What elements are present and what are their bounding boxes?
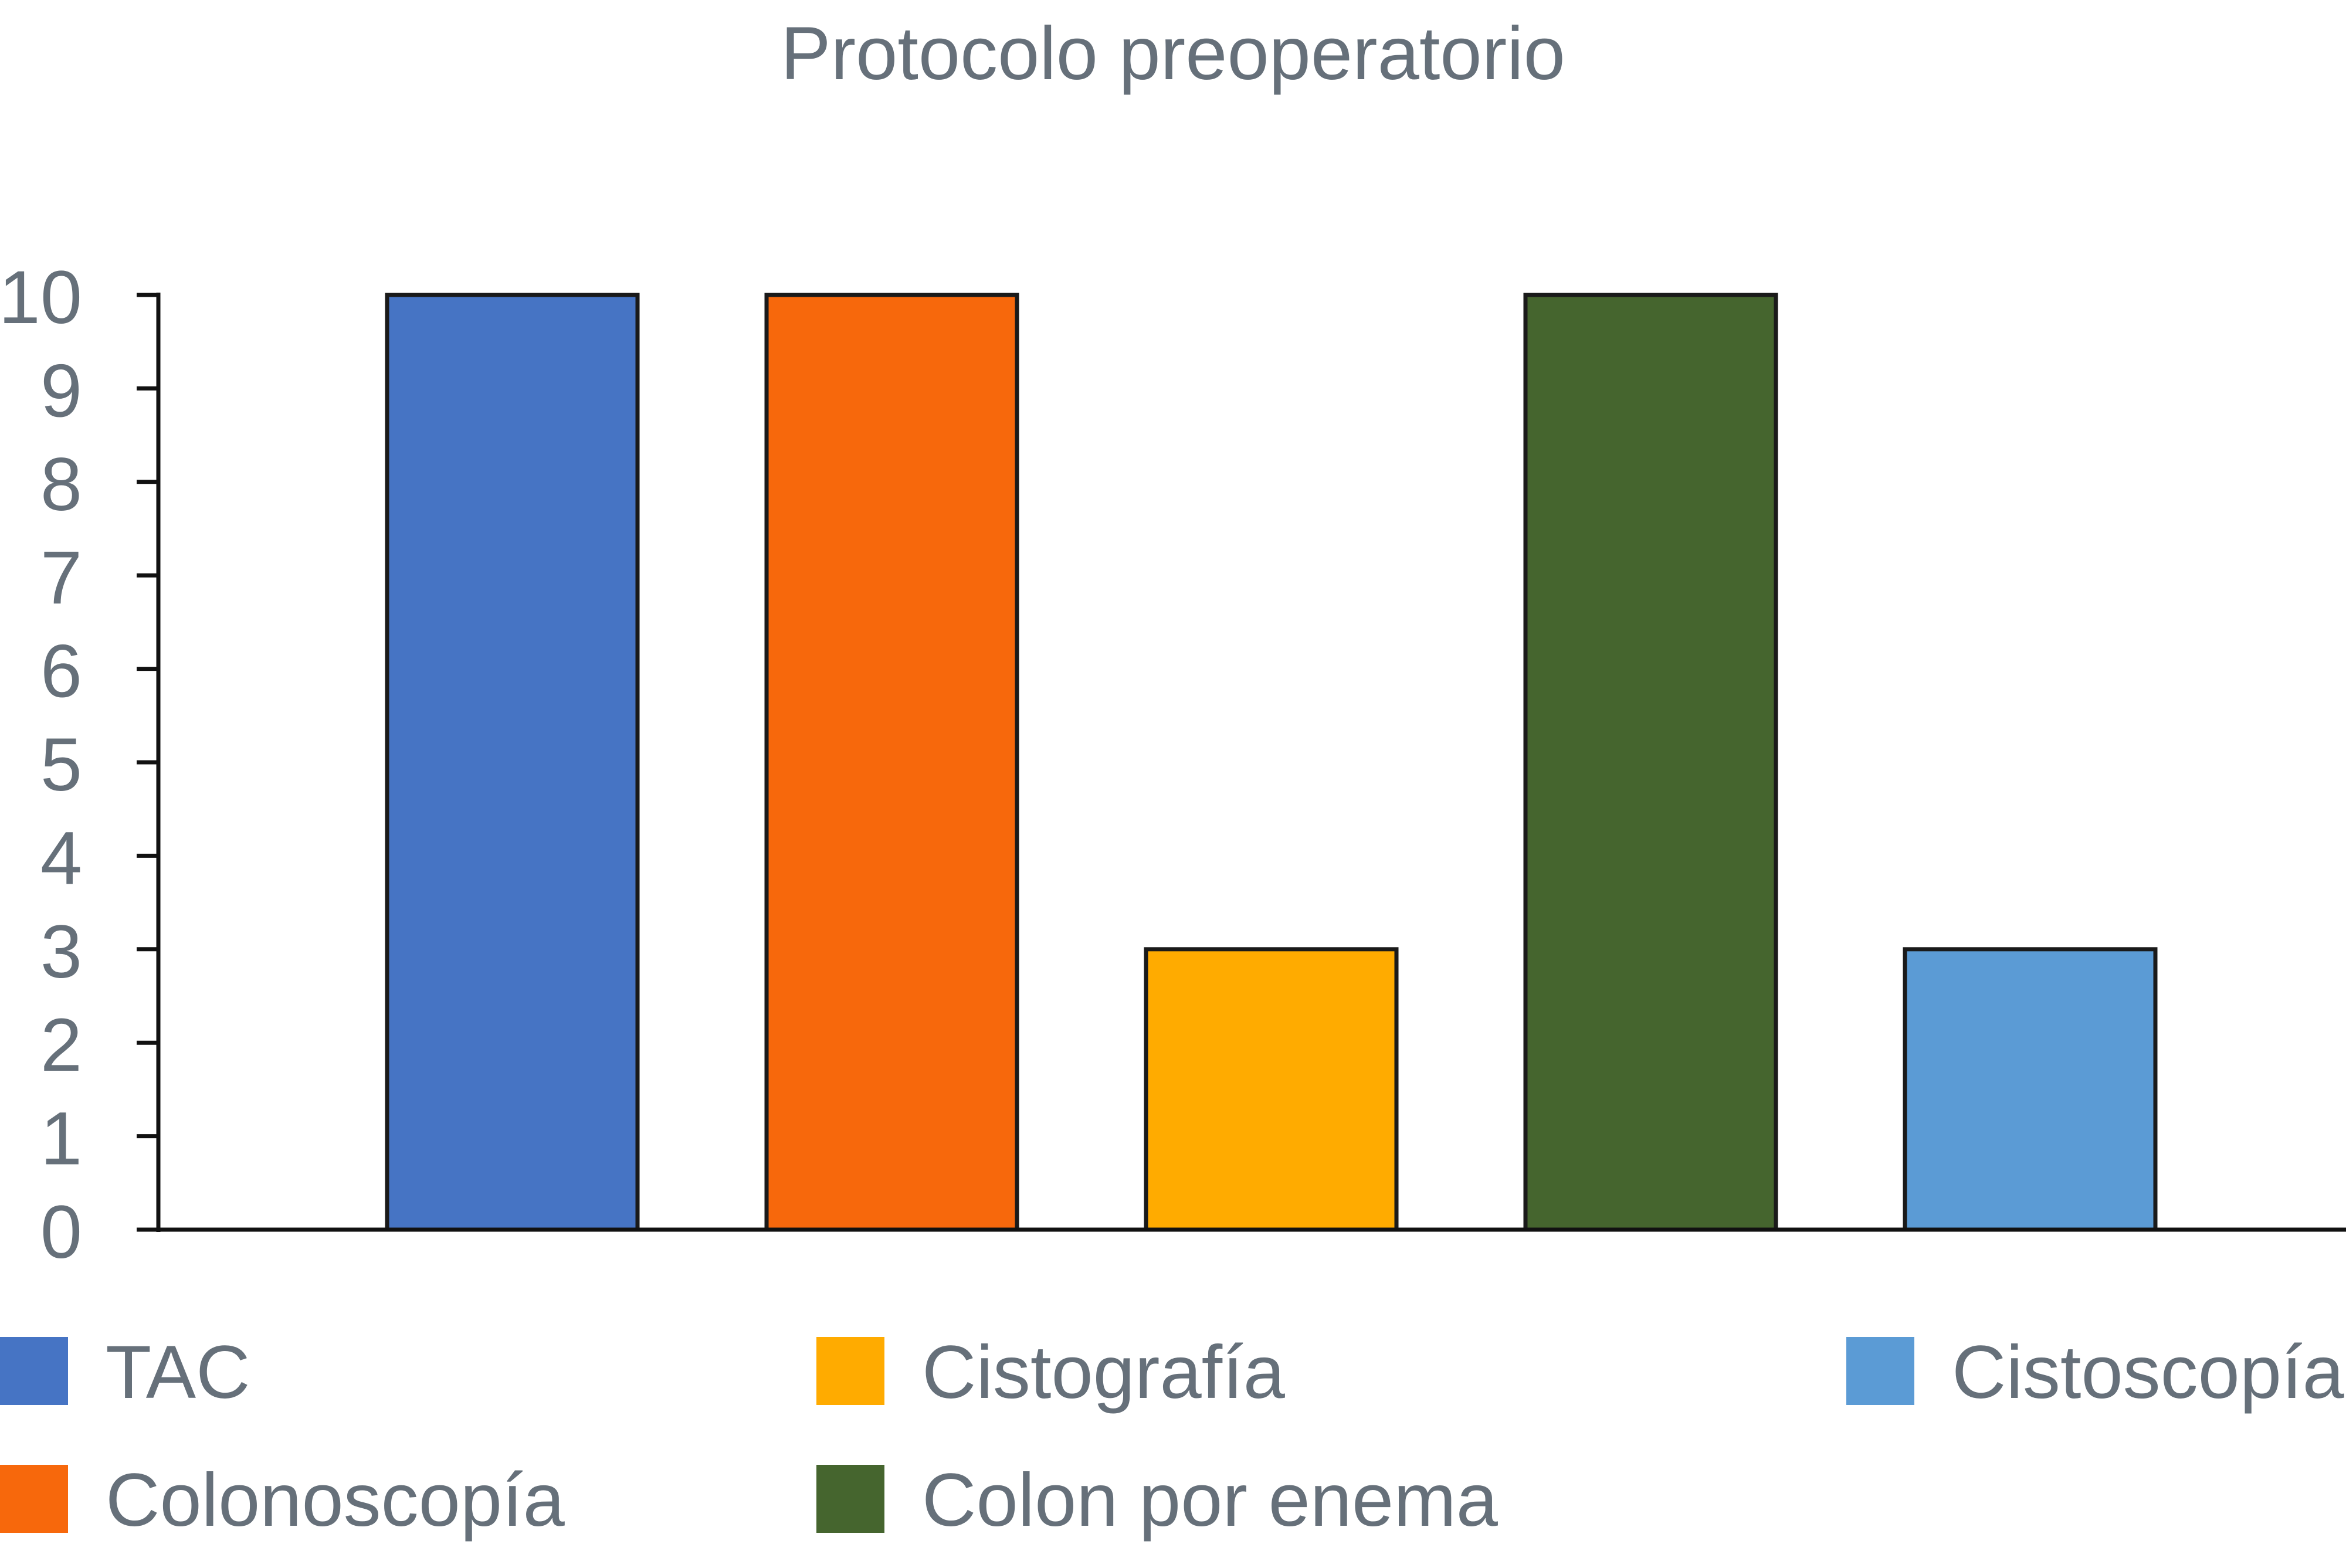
y-tick-label: 0 (40, 1190, 82, 1274)
legend-label: Cistografía (922, 1331, 1286, 1414)
chart-title: Protocolo preoperatorio (781, 12, 1565, 96)
bar-tac (385, 293, 640, 1232)
legend-swatch (816, 1337, 884, 1405)
y-tick-label: 5 (40, 723, 82, 807)
y-tick-label: 9 (40, 349, 82, 433)
legend: TAC Colonoscopía Cistografía Colon por enem… (0, 1331, 2345, 1542)
y-ticks-group: 0 1 2 3 4 5 6 7 8 9 10 (0, 256, 158, 1274)
y-tick-label: 10 (0, 256, 82, 340)
legend-swatch (0, 1465, 68, 1533)
legend-label: Colonoscopía (106, 1458, 565, 1542)
y-tick-label: 2 (40, 1003, 82, 1087)
legend-label: Cistoscopía (1952, 1331, 2345, 1414)
bars-group (385, 293, 2158, 1232)
y-tick-label: 1 (40, 1097, 82, 1181)
legend-swatch (0, 1337, 68, 1405)
y-tick-label: 6 (40, 630, 82, 714)
y-tick-label: 3 (40, 910, 82, 994)
legend-swatch (1846, 1337, 1914, 1405)
legend-label: TAC (106, 1331, 250, 1414)
bar-colon-por-enema (1523, 293, 1778, 1232)
bar-cistoscop-a (1903, 947, 2158, 1232)
y-tick-label: 7 (40, 536, 82, 620)
legend-swatch (816, 1465, 884, 1533)
y-tick-label: 8 (40, 443, 82, 527)
legend-label: Colon por enema (922, 1458, 1499, 1542)
bar-cistograf-a (1144, 947, 1399, 1232)
bar-colonoscop-a (764, 293, 1019, 1232)
y-tick-label: 4 (40, 816, 82, 900)
